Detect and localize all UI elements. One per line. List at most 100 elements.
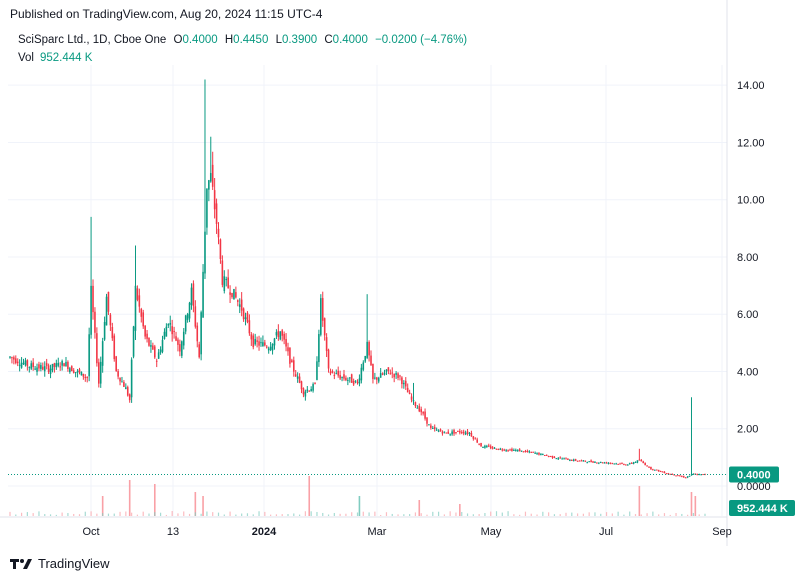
- candle-body: [462, 431, 465, 434]
- candle-body: [298, 376, 301, 383]
- candle-body: [107, 291, 110, 312]
- candle-body: [345, 377, 347, 381]
- volume-bar: [101, 496, 104, 516]
- candle-body: [495, 448, 498, 450]
- volume-bar: [437, 511, 440, 516]
- candle-body: [578, 460, 581, 462]
- candle-body: [366, 341, 368, 358]
- volume-bar: [513, 514, 515, 516]
- candle-body: [626, 464, 629, 466]
- volume-bar: [397, 514, 399, 516]
- candle-body: [408, 392, 411, 394]
- candle-body: [161, 339, 164, 352]
- candle-body: [379, 373, 382, 378]
- candle-body: [96, 333, 98, 364]
- candle-body: [155, 360, 158, 362]
- candle-body: [47, 365, 50, 372]
- candle-body: [474, 438, 477, 440]
- candle-body: [105, 296, 108, 326]
- candle-body: [242, 308, 245, 320]
- candle-body: [28, 366, 31, 368]
- vol-value: 952.444 K: [40, 52, 93, 64]
- candle-body: [613, 463, 616, 465]
- volume-bar: [374, 511, 376, 516]
- candle-body: [532, 451, 534, 453]
- candle-body: [404, 380, 407, 387]
- candle-body: [422, 411, 424, 414]
- candle-body: [565, 457, 567, 459]
- candle-body: [549, 456, 552, 458]
- volume-bar: [698, 514, 700, 516]
- volume-bar: [652, 511, 654, 516]
- candle-body: [594, 462, 596, 464]
- candle-body: [20, 362, 23, 368]
- volume-bar: [333, 512, 335, 516]
- volume-bar: [519, 514, 521, 516]
- candle-body: [318, 334, 320, 363]
- candle-body: [121, 381, 123, 383]
- candle-body: [292, 360, 295, 372]
- volume-bar: [362, 511, 364, 516]
- candle-body: [391, 372, 394, 374]
- candle-body: [570, 459, 573, 461]
- candle-body: [358, 378, 361, 384]
- candle-body: [61, 360, 63, 366]
- candle-body: [327, 349, 330, 369]
- candle-body: [59, 366, 61, 368]
- volume-bar: [241, 513, 243, 516]
- volume-bar: [600, 513, 602, 516]
- candle-body: [190, 287, 193, 305]
- volume-value-label: 952.444 K: [737, 503, 788, 515]
- candle-body: [136, 288, 139, 300]
- candle-body: [420, 409, 423, 413]
- candle-body: [115, 356, 117, 372]
- candle-body: [256, 340, 258, 342]
- volume-bar: [455, 512, 457, 516]
- candle-body: [101, 341, 104, 366]
- candle-body: [72, 370, 75, 373]
- candle-body: [128, 394, 131, 401]
- y-tick-label: 14.00: [737, 80, 765, 92]
- candle-body: [484, 445, 486, 448]
- candle-body: [275, 332, 278, 336]
- candle-body: [677, 475, 679, 477]
- candle-body: [435, 429, 438, 431]
- last-price-label: 0.4000: [737, 470, 771, 482]
- candle-body: [11, 357, 13, 359]
- candle-body: [632, 462, 635, 464]
- candle-body: [443, 431, 446, 433]
- candle-body: [238, 304, 241, 308]
- volume-bar: [663, 513, 666, 516]
- volume-bar: [107, 513, 110, 516]
- candle-body: [354, 380, 357, 382]
- candle-body: [524, 450, 527, 452]
- candle-body: [654, 469, 656, 471]
- candle-body: [119, 377, 121, 382]
- candle-body: [302, 388, 305, 395]
- candle-body: [601, 462, 604, 464]
- candle-body: [569, 460, 571, 462]
- candle-body: [418, 405, 421, 412]
- candle-body: [175, 336, 177, 341]
- candle-body: [491, 447, 494, 449]
- candle-body: [335, 373, 338, 375]
- volume-bar: [73, 513, 75, 516]
- candle-body: [277, 330, 280, 338]
- volume-bar: [368, 512, 370, 516]
- candle-body: [383, 372, 386, 375]
- candle-body: [675, 475, 677, 477]
- published-note: Published on TradingView.com, Aug 20, 20…: [10, 7, 323, 21]
- candle-body: [103, 321, 106, 340]
- candle-body: [403, 382, 405, 385]
- candle-body: [640, 460, 643, 462]
- candle-body: [501, 449, 504, 451]
- candle-body: [177, 339, 179, 345]
- vol-label: Vol: [18, 52, 34, 64]
- candle-body: [553, 456, 556, 458]
- volume-bar: [490, 511, 492, 516]
- candle-body: [661, 471, 664, 473]
- candle-body: [543, 455, 546, 457]
- candle-body: [42, 366, 44, 370]
- volume-bar: [316, 511, 318, 516]
